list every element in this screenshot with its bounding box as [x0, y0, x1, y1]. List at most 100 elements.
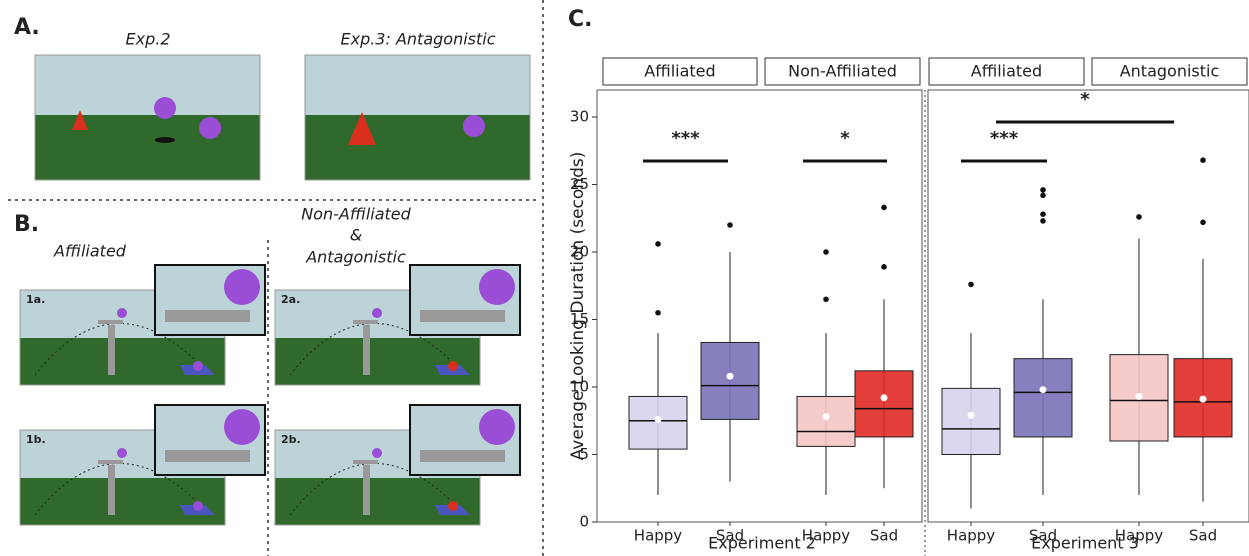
agent [448, 501, 458, 511]
significance-label: *** [671, 128, 700, 149]
ledge [98, 320, 123, 324]
y-axis-label: Average Looking Duration (seconds) [568, 152, 588, 461]
plot-frame [597, 90, 922, 522]
panel-label: B. [14, 212, 39, 237]
panel-label: A. [14, 15, 40, 40]
inset-ledge [165, 450, 250, 462]
mean [823, 413, 830, 420]
inset-ledge [420, 310, 505, 322]
agent [193, 361, 203, 371]
inset-ball [224, 409, 260, 445]
agent-ball [117, 448, 127, 458]
agent-ball [117, 308, 127, 318]
ledge [353, 460, 378, 464]
condition-title: Affiliated [53, 242, 127, 261]
scene-title: Exp.2 [126, 30, 171, 49]
y-tick-label: 0 [579, 513, 589, 531]
shadow [155, 137, 175, 143]
outlier [1200, 157, 1206, 163]
box [797, 396, 855, 446]
agent [193, 501, 203, 511]
x-tick-label: Happy [634, 527, 683, 545]
y-tick-label: 25 [570, 175, 589, 193]
outlier [1040, 218, 1046, 224]
mean [968, 412, 975, 419]
scene-sky [35, 55, 260, 115]
inset-ball [479, 409, 515, 445]
x-tick-label: Happy [947, 527, 996, 545]
scene-label: 2a. [281, 293, 300, 306]
scene-ground [275, 478, 480, 525]
agent [448, 361, 458, 371]
outlier [655, 310, 661, 316]
significance-label: * [1080, 89, 1090, 110]
inset-ledge [165, 310, 250, 322]
outlier [968, 282, 974, 288]
outlier [1136, 214, 1142, 220]
box [701, 342, 759, 419]
box [855, 371, 913, 437]
inset-ball [224, 269, 260, 305]
outlier [1040, 211, 1046, 217]
x-tick-label: Sad [1189, 527, 1217, 545]
ledge [353, 320, 378, 324]
facet-label: Antagonistic [1120, 62, 1220, 81]
scene-label: 1a. [26, 293, 45, 306]
figure: A. Exp.2 Exp.3: Antagonistic B. Affiliat… [0, 0, 1249, 556]
outlier [1040, 187, 1046, 193]
mean [727, 373, 734, 380]
post [363, 465, 370, 515]
y-tick-label: 20 [570, 243, 589, 261]
outlier [727, 222, 733, 228]
x-tick-label: Sad [870, 527, 898, 545]
scene-label: 2b. [281, 433, 301, 446]
scene-ground [305, 115, 530, 180]
agent-ball [154, 97, 176, 119]
scene-ground [20, 338, 225, 385]
agent-ball [199, 117, 221, 139]
mean [1136, 393, 1143, 400]
panel-label: C. [568, 7, 593, 32]
box [1014, 359, 1072, 437]
group-label: Experiment 3 [1031, 534, 1139, 553]
facet-label: Affiliated [644, 62, 715, 81]
mean [1200, 396, 1207, 403]
inset-ledge [420, 450, 505, 462]
facet-label: Non-Affiliated [788, 62, 897, 81]
ledge [98, 460, 123, 464]
scene-ground [35, 115, 260, 180]
post [108, 325, 115, 375]
agent-ball [372, 308, 382, 318]
outlier [823, 296, 829, 302]
y-tick-label: 5 [579, 445, 589, 463]
scene-label: 1b. [26, 433, 46, 446]
agent-ball [372, 448, 382, 458]
significance-label: * [840, 128, 850, 149]
group-label: Experiment 2 [708, 534, 816, 553]
scene-ground [20, 478, 225, 525]
box [942, 388, 1000, 454]
outlier [881, 264, 887, 270]
y-tick-label: 30 [570, 108, 589, 126]
plot-frame [928, 90, 1249, 522]
y-tick-label: 10 [570, 378, 589, 396]
scene-ground [275, 338, 480, 385]
post [108, 465, 115, 515]
significance-label: *** [990, 128, 1019, 149]
mean [1040, 386, 1047, 393]
facet-label: Affiliated [971, 62, 1042, 81]
inset-ball [479, 269, 515, 305]
outlier [1200, 220, 1206, 226]
condition-title: Non-Affiliated [301, 205, 411, 224]
outlier [823, 249, 829, 255]
scene-sky [305, 55, 530, 115]
mean [881, 394, 888, 401]
mean [655, 416, 662, 423]
post [363, 325, 370, 375]
outlier [881, 205, 887, 211]
condition-title: & [350, 226, 362, 245]
outlier [655, 241, 661, 247]
scene-title: Exp.3: Antagonistic [340, 30, 495, 49]
condition-title: Antagonistic [305, 248, 406, 267]
agent-ball [463, 115, 485, 137]
